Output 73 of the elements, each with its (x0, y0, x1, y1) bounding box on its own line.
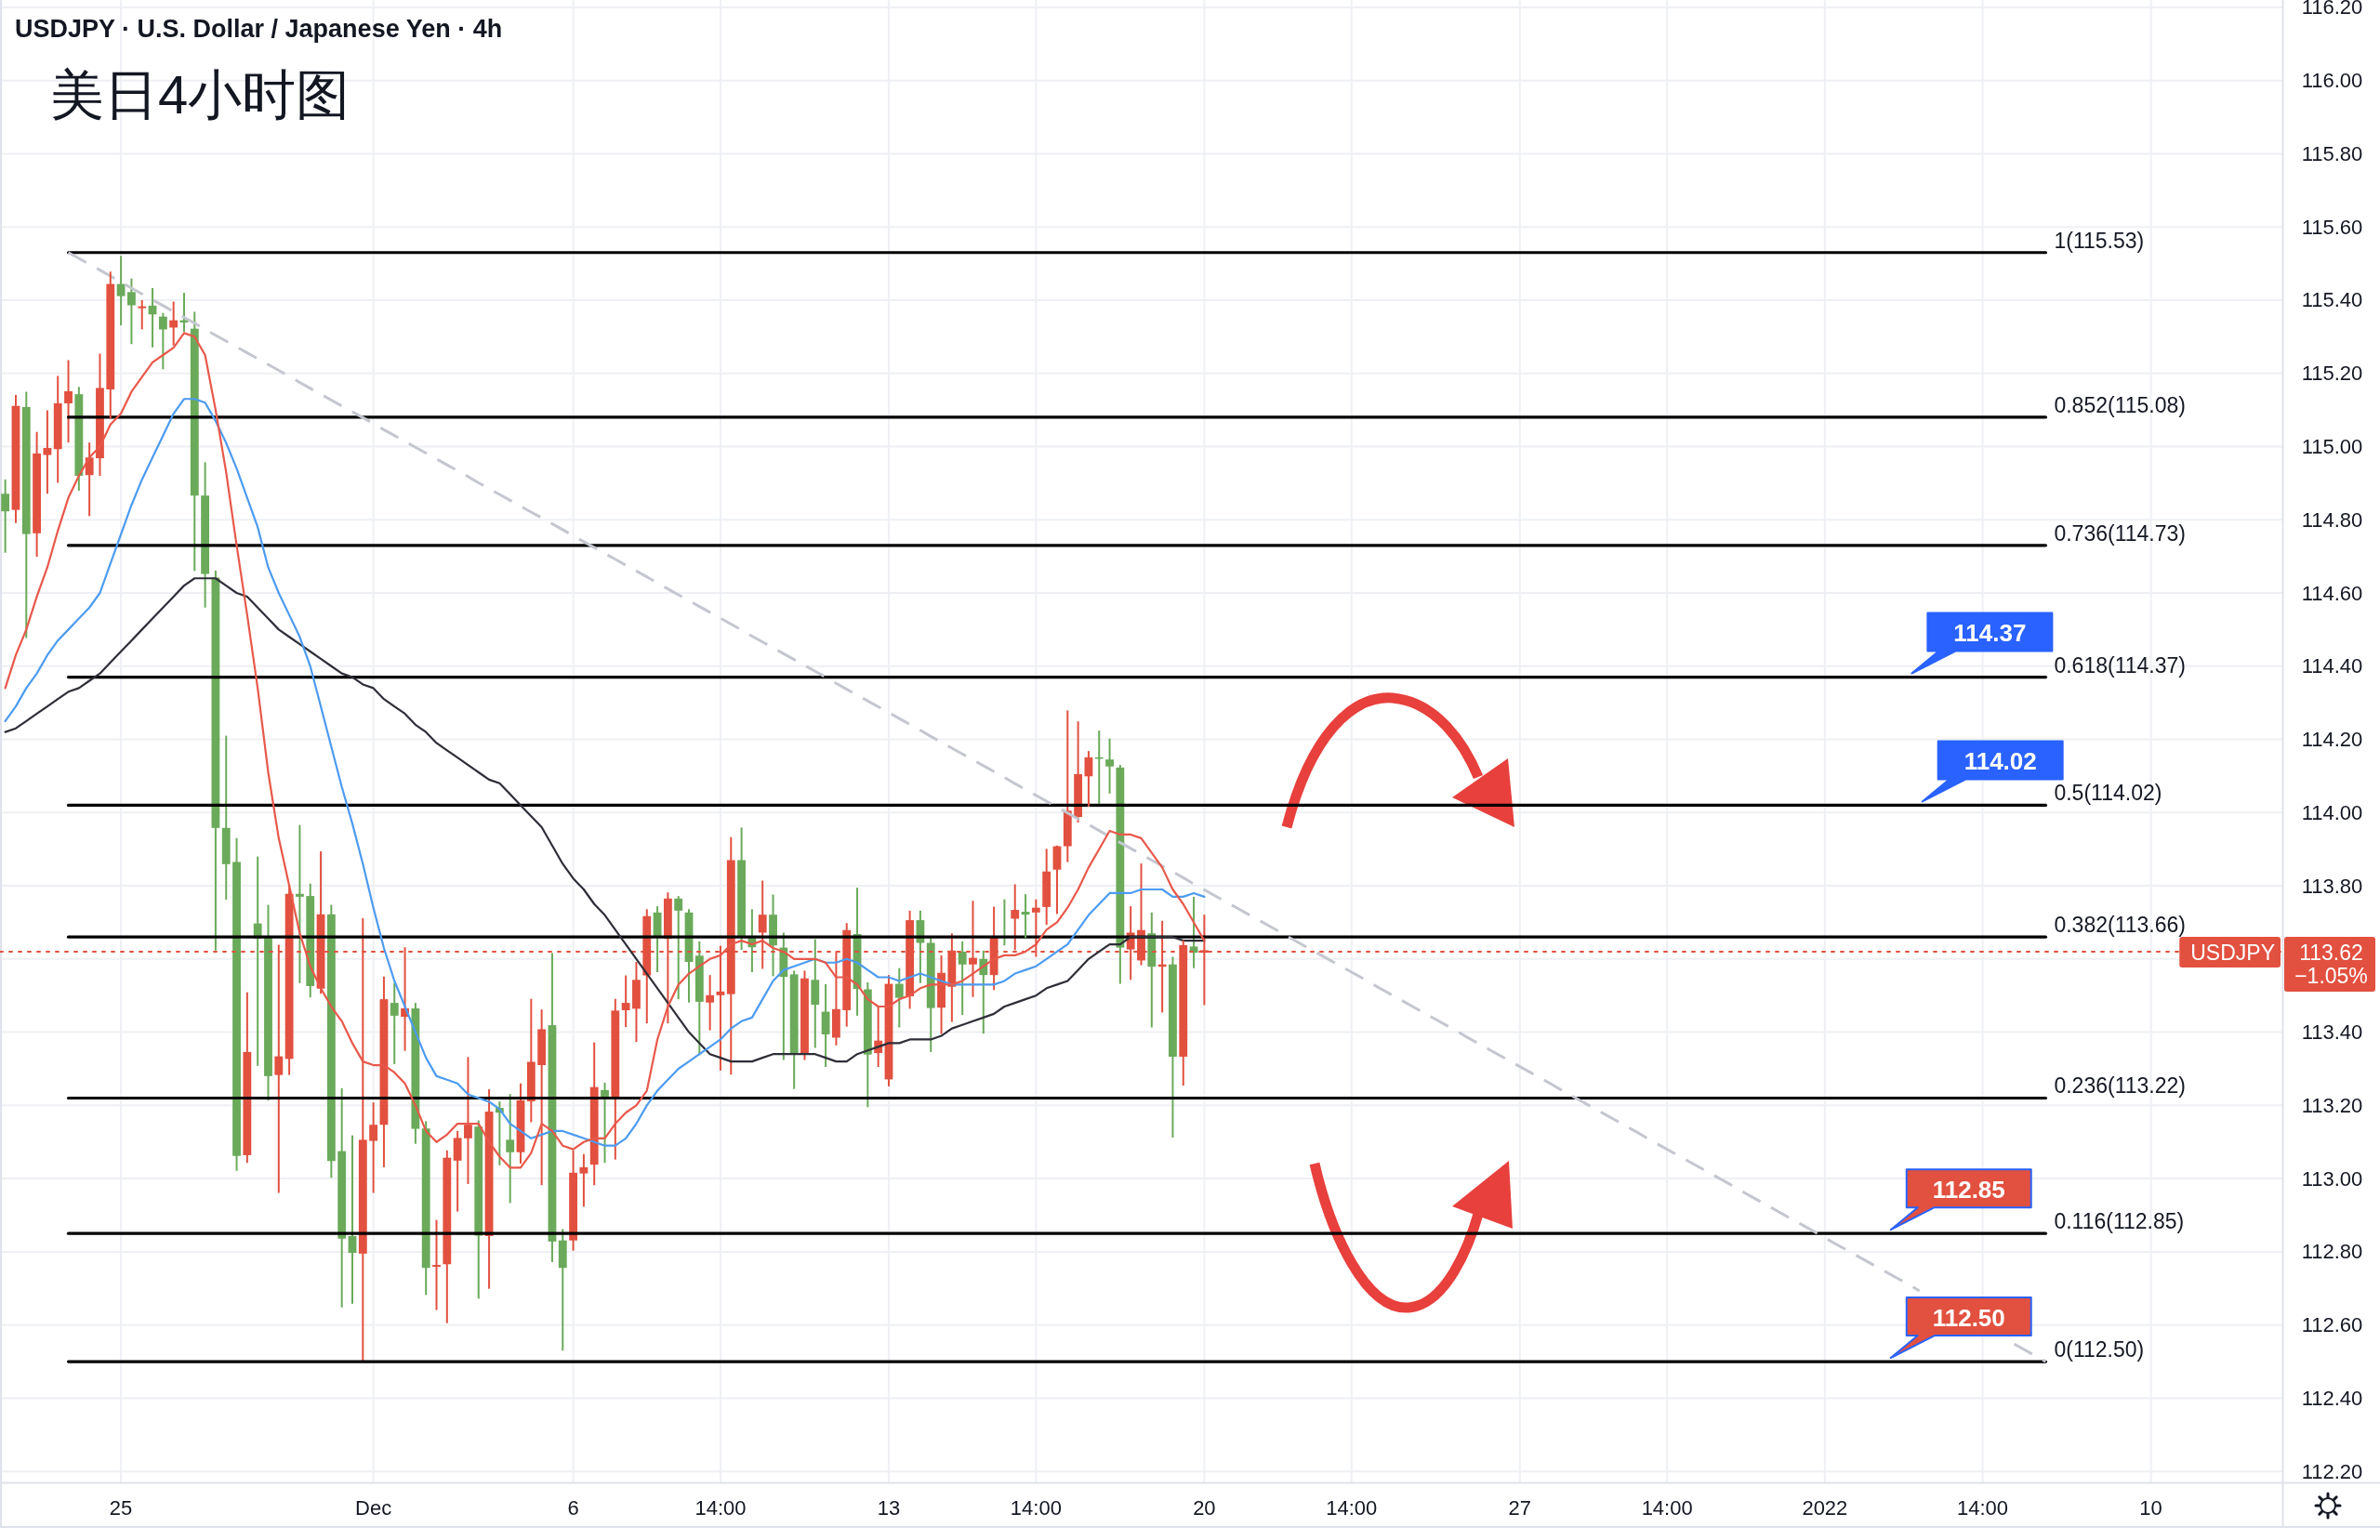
x-tick-label: 2022 (1802, 1495, 1848, 1520)
y-tick-label: 114.80 (2301, 507, 2363, 532)
data-label: 114.37 (1953, 619, 2027, 648)
x-tick-label: Dec (355, 1495, 392, 1520)
candlestick (158, 311, 167, 371)
y-tick-label: 115.00 (2301, 434, 2363, 458)
candlestick (116, 255, 126, 327)
y-tick-label: 115.80 (2301, 141, 2363, 165)
series-label: 0.852(115.08) (2054, 392, 2186, 417)
candlestick (706, 974, 715, 1032)
y-tick-label: 113.00 (2301, 1166, 2363, 1191)
x-tick-label: 13 (877, 1495, 901, 1520)
candlestick (296, 823, 304, 984)
y-tick-label: 113.20 (2301, 1093, 2363, 1117)
candlestick (1105, 737, 1114, 795)
x-tick-label: 27 (1508, 1495, 1532, 1520)
ref-line-label: USDJPY (2190, 940, 2275, 965)
candlestick (674, 895, 683, 1001)
x-tick-label: 6 (567, 1495, 579, 1520)
series-label: 0.736(114.73) (2054, 520, 2186, 546)
series-label: 0(112.50) (2054, 1337, 2145, 1362)
x-tick-label: 25 (109, 1495, 133, 1520)
line-series (4, 577, 1206, 1063)
y-tick-label: 114.00 (2301, 800, 2363, 824)
candlestick (432, 1218, 441, 1311)
y-tick-label: 115.20 (2301, 362, 2363, 386)
y-tick-label: 115.60 (2301, 215, 2363, 239)
data-label: 114.02 (1964, 746, 2037, 775)
candlestick (621, 974, 630, 1029)
candlestick (390, 981, 399, 1065)
y-tick-label: 113.80 (2301, 874, 2363, 898)
candlestick (43, 409, 52, 495)
candlestick (958, 940, 967, 1017)
candlestick (894, 967, 904, 1029)
candlestick (506, 1093, 515, 1204)
x-tick-label: 14:00 (1957, 1495, 2009, 1520)
series-label: 1(115.53) (2054, 228, 2145, 253)
candlestick (127, 277, 136, 346)
text: USDJPY · U.S. Dollar / Japanese Yen · 4h (15, 15, 503, 43)
text: 美日4小时图 (50, 63, 350, 125)
x-tick-label: 10 (2139, 1495, 2162, 1520)
y-tick-label: 115.40 (2301, 288, 2363, 312)
y-tick-label: 113.40 (2301, 1020, 2363, 1045)
candlestick (85, 441, 94, 518)
y-tick-label: 114.40 (2301, 654, 2363, 678)
y-tick-label: 112.40 (2301, 1386, 2363, 1410)
text: 113.62 (2299, 940, 2363, 965)
x-tick-label: 14:00 (1010, 1495, 1062, 1520)
candlestick (579, 1152, 588, 1208)
series-label: 0.382(113.66) (2054, 913, 2186, 938)
series-label: 0.618(114.37) (2054, 652, 2186, 678)
y-tick-label: 116.20 (2301, 0, 2363, 20)
y-tick-label: 112.60 (2301, 1313, 2363, 1337)
data-label: 112.85 (1932, 1175, 2005, 1204)
x-tick-label: 14:00 (694, 1495, 747, 1520)
y-tick-label: 112.20 (2301, 1459, 2363, 1483)
y-tick-label: 112.80 (2301, 1240, 2363, 1264)
y-tick-label: 114.20 (2301, 728, 2363, 752)
x-tick-label: 14:00 (1641, 1495, 1693, 1520)
x-tick-label: 14:00 (1326, 1495, 1378, 1520)
text: −1.05% (2294, 963, 2368, 988)
candlestick (1, 478, 10, 554)
candlestick (64, 359, 73, 444)
annotation: 112.50 (1932, 1303, 2005, 1332)
series-label: 0.5(114.02) (2054, 781, 2162, 806)
series-label: 0.116(112.85) (2054, 1209, 2185, 1234)
y-tick-label: 116.00 (2301, 69, 2363, 93)
series-label: 0.236(113.22) (2054, 1073, 2186, 1099)
y-tick-label: 114.60 (2301, 581, 2363, 605)
candlestick (138, 298, 147, 331)
candlestick (369, 1101, 378, 1194)
x-tick-label: 20 (1193, 1495, 1216, 1520)
candlestick (348, 1134, 357, 1305)
